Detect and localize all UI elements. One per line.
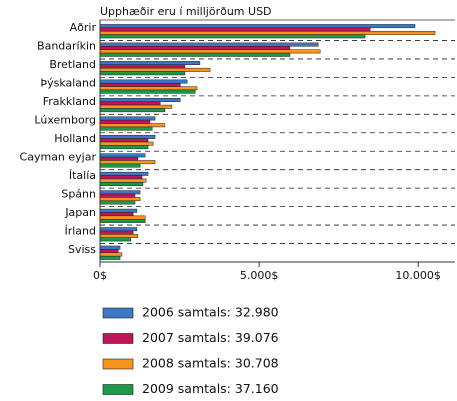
bar — [99, 234, 139, 238]
legend-swatch — [102, 307, 134, 319]
bar — [99, 27, 371, 32]
y-tick-label: Írland — [64, 224, 96, 237]
bar — [99, 61, 201, 66]
bar — [99, 156, 139, 161]
y-tick-label: Cayman eyjar — [20, 150, 97, 163]
bar — [99, 82, 181, 87]
bar — [99, 71, 186, 76]
bar — [99, 64, 186, 69]
bar — [99, 245, 121, 250]
bar — [99, 237, 132, 242]
y-tick-label: Spánn — [61, 187, 96, 200]
x-tick-label: 0$ — [93, 269, 107, 282]
bar — [99, 182, 144, 186]
bar — [99, 98, 181, 102]
legend-label: 2008 samtals: 30.708 — [142, 356, 279, 371]
bar — [99, 178, 147, 183]
bar — [99, 134, 156, 139]
bar — [99, 212, 134, 217]
bar — [99, 30, 436, 35]
bar — [99, 197, 141, 202]
bar — [99, 200, 136, 205]
y-tick-label: Japan — [64, 206, 96, 219]
bar — [99, 67, 211, 72]
y-tick-label: Frakkland — [43, 95, 96, 108]
legend-swatch — [102, 384, 134, 395]
bar — [99, 119, 151, 124]
bar — [99, 141, 154, 146]
bar — [99, 101, 161, 106]
bar — [99, 227, 138, 232]
bar — [99, 79, 188, 84]
bar — [99, 46, 291, 50]
legend-swatch — [102, 358, 134, 370]
bar — [99, 104, 173, 109]
x-tick-label: 10.000$ — [395, 269, 441, 282]
y-tick-label: Ítalía — [69, 169, 96, 182]
bar — [99, 193, 136, 198]
y-tick-label: Aðrir — [70, 21, 97, 34]
legend-label: 2006 samtals: 32.980 — [142, 305, 279, 320]
bar — [99, 52, 291, 57]
bar — [99, 116, 156, 121]
bar — [99, 163, 141, 168]
bar — [99, 123, 166, 128]
bar — [99, 49, 321, 54]
bar — [99, 138, 149, 143]
bar — [99, 255, 121, 260]
y-tick-label: Bandaríkin — [37, 40, 96, 53]
bar — [99, 171, 149, 176]
y-tick-label: Sviss — [68, 243, 96, 256]
bar — [99, 190, 141, 195]
bar — [99, 215, 146, 220]
bar — [99, 108, 166, 113]
legend-swatch — [102, 333, 134, 344]
bar — [99, 153, 146, 158]
y-tick-label: Bretland — [49, 58, 96, 71]
bar — [99, 208, 138, 213]
bar — [99, 89, 196, 94]
y-tick-label: Lúxemborg — [34, 114, 96, 127]
bar — [99, 86, 198, 91]
bar — [99, 160, 156, 165]
legend-label: 2009 samtals: 37.160 — [142, 381, 279, 396]
x-tick-label: 5.000$ — [240, 269, 279, 282]
bar — [99, 218, 146, 223]
bar — [99, 24, 416, 29]
y-tick-label: Holland — [54, 132, 96, 145]
bar — [99, 42, 319, 47]
bar — [99, 145, 149, 150]
chart-title: Upphæðir eru í milljörðum USD — [100, 5, 272, 18]
legend-label: 2007 samtals: 39.076 — [142, 330, 279, 345]
bar — [99, 252, 123, 257]
bar — [99, 230, 134, 235]
bar — [99, 175, 143, 180]
bar — [99, 249, 119, 254]
y-tick-label: Þýskaland — [40, 77, 96, 90]
bar — [99, 126, 153, 131]
bar — [99, 34, 366, 39]
